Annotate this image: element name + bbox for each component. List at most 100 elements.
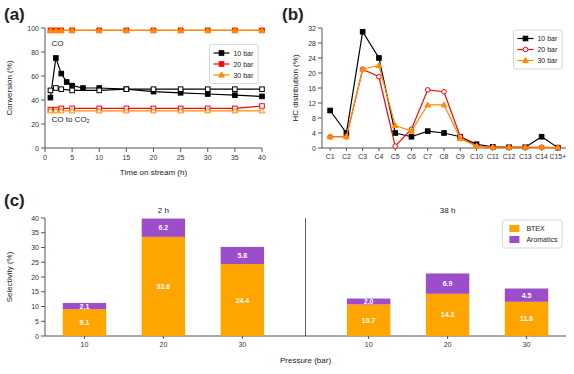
marker [523,144,529,149]
y-tick [41,247,45,248]
line [50,30,262,31]
marker [376,63,382,68]
group-label: 38 h [440,206,456,215]
marker [344,134,349,139]
data-label: 5.8 [237,252,247,259]
marker [328,134,333,139]
data-label: 24.4 [236,297,250,304]
marker [59,28,64,33]
marker [70,28,75,33]
legend-label: 10 bar [537,35,558,42]
marker [233,28,238,33]
legend-label: 20 bar [233,61,254,68]
marker [523,145,528,150]
marker [232,108,238,113]
x-tick-label: C13 [519,153,532,160]
marker [151,87,156,92]
marker [54,28,59,33]
x-tick-label: 25 [177,154,185,161]
marker [260,87,265,92]
marker [233,93,238,98]
y-tick-label: 80 [31,49,39,56]
marker [54,107,59,112]
y-tick [41,148,45,149]
y-tick-label: 16 [308,85,316,92]
y-tick [41,124,45,125]
marker [425,88,430,93]
x-tick-label: 30 [204,154,212,161]
y-label: HC distribution (%) [291,54,300,121]
bar [347,299,390,305]
marker [48,88,53,93]
x-tick-label: 20 [150,154,158,161]
marker [425,102,431,107]
x-tick-label: C11 [487,153,499,160]
bar [426,273,469,293]
x-tick-label: C7 [423,153,432,160]
marker [507,145,512,150]
marker [64,80,69,85]
y-tick [41,232,45,233]
data-label: 2.1 [80,303,90,310]
y-tick-label: 20 [31,274,39,281]
y-tick-label: 12 [308,100,316,107]
line [330,66,558,148]
marker [54,86,59,91]
marker [393,131,398,136]
marker [53,27,59,32]
data-label: 14.3 [441,311,455,318]
bar [63,309,106,336]
x-tick-label: 40 [258,154,266,161]
marker [59,87,64,92]
marker [474,143,480,148]
y-tick [318,103,322,104]
legend-label: 30 bar [537,57,558,64]
plot-area [63,219,548,336]
marker [260,94,265,99]
annotation: CO [52,39,64,48]
y-axis: 0510152025303540 [31,215,45,340]
x-tick [153,148,154,152]
x-tick-label: 5 [70,154,74,161]
x-tick-label: C5 [391,153,400,160]
y-tick-label: 20 [31,121,39,128]
y-tick-label: 40 [31,97,39,104]
y-axis: 048121620242832 [308,25,322,152]
x-label: Pressure (bar) [280,356,331,365]
marker [96,27,102,32]
marker [69,108,75,113]
y-tick-label: 15 [31,288,39,295]
bar [221,264,264,336]
x-tick-label: 30 [523,341,531,348]
marker [393,144,398,149]
figure: (a)0204060801000510152025303540Conversio… [0,0,574,374]
marker [491,145,496,150]
marker [555,145,561,150]
legend-label: 20 bar [537,46,558,53]
marker [442,89,447,94]
marker [70,88,75,93]
marker [442,131,447,136]
data-labels: 9.133.624.410.714.311.62.16.25.82.06.94.… [80,224,534,326]
x-tick-label: C3 [358,153,367,160]
data-label: 4.5 [522,292,532,299]
marker [205,28,210,33]
legend-box [209,45,258,84]
y-tick-label: 25 [31,259,39,266]
marker [59,27,65,32]
legend-marker [219,62,224,67]
marker [124,27,130,32]
x-tick-label: C10 [470,153,483,160]
data-label: 2.0 [364,298,374,305]
y-tick [41,277,45,278]
y-tick-label: 5 [35,318,39,325]
y-axis-line [45,218,46,336]
marker [490,144,496,149]
marker [205,27,211,32]
x-axis: C1C2C3C4C5C6C7C8C9C10C11C12C13C14C15+ [326,148,567,160]
marker [360,66,366,71]
legend-swatch [509,225,519,232]
y-tick [318,28,322,29]
x-tick-label: C4 [374,153,383,160]
bar [505,302,548,336]
